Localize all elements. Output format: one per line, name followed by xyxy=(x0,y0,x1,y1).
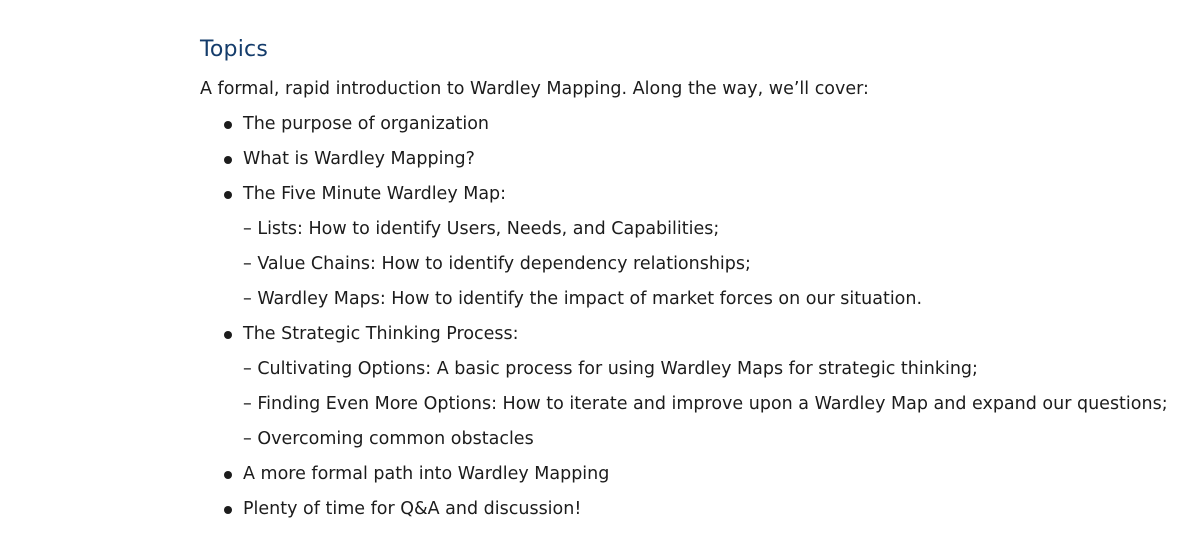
bullet-dot-icon xyxy=(224,506,232,514)
sub-list-item: – Value Chains: How to identify dependen… xyxy=(200,247,1160,282)
sub-list-item-text: – Wardley Maps: How to identify the impa… xyxy=(243,289,923,309)
list-item-text: The Five Minute Wardley Map: xyxy=(243,184,507,204)
intro-paragraph: A formal, rapid introduction to Wardley … xyxy=(200,79,869,99)
sub-list-item-text: – Value Chains: How to identify dependen… xyxy=(243,254,751,274)
sub-list-item: – Overcoming common obstacles xyxy=(200,422,1160,457)
list-item: The Strategic Thinking Process: xyxy=(200,317,1160,352)
list-item: Plenty of time for Q&A and discussion! xyxy=(200,492,1160,527)
sub-list-item-text: – Overcoming common obstacles xyxy=(243,429,534,449)
sub-list-item-text: – Cultivating Options: A basic process f… xyxy=(243,359,978,379)
sub-list-item-text: – Finding Even More Options: How to iter… xyxy=(243,394,1168,414)
bullet-dot-icon xyxy=(224,331,232,339)
sub-list-item: – Lists: How to identify Users, Needs, a… xyxy=(200,212,1160,247)
section-heading: Topics xyxy=(200,37,268,62)
sub-list-item: – Cultivating Options: A basic process f… xyxy=(200,352,1160,387)
list-item-text: A more formal path into Wardley Mapping xyxy=(243,464,610,484)
bullet-dot-icon xyxy=(224,471,232,479)
sub-list-item: – Finding Even More Options: How to iter… xyxy=(200,387,1168,422)
list-item-text: The Strategic Thinking Process: xyxy=(243,324,519,344)
list-item: What is Wardley Mapping? xyxy=(200,142,1160,177)
list-item-text: The purpose of organization xyxy=(243,114,490,134)
topic-list: The purpose of organization What is Ward… xyxy=(200,107,1168,527)
list-item: The purpose of organization xyxy=(200,107,1160,142)
bullet-dot-icon xyxy=(224,156,232,164)
topics-section: Topics A formal, rapid introduction to W… xyxy=(200,34,1168,527)
bullet-dot-icon xyxy=(224,191,232,199)
sub-list-item: – Wardley Maps: How to identify the impa… xyxy=(200,282,1160,317)
list-item-text: What is Wardley Mapping? xyxy=(243,149,475,169)
list-item-text: Plenty of time for Q&A and discussion! xyxy=(243,499,582,519)
sub-list-item-text: – Lists: How to identify Users, Needs, a… xyxy=(243,219,720,239)
list-item: The Five Minute Wardley Map: xyxy=(200,177,1160,212)
list-item: A more formal path into Wardley Mapping xyxy=(200,457,1160,492)
bullet-dot-icon xyxy=(224,121,232,129)
